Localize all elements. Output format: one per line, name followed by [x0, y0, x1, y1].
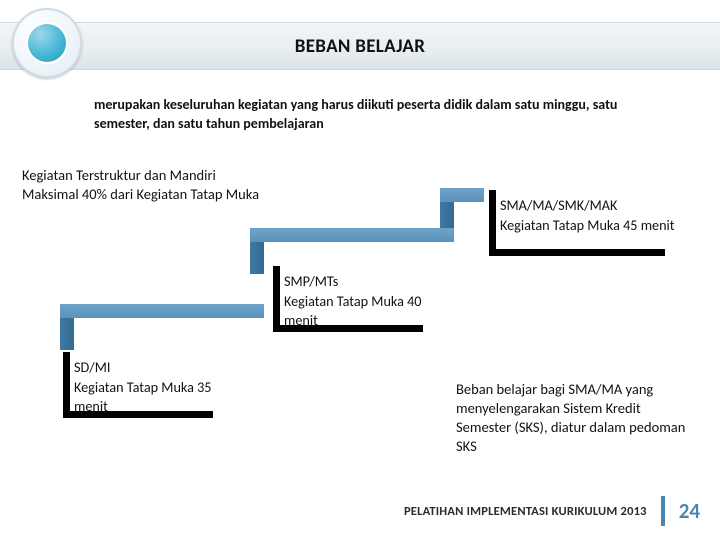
subtitle-text: merupakan keseluruhan kegiatan yang haru… — [94, 96, 654, 134]
tier-smp-body: Kegiatan Tatap Muka 40 menit — [284, 292, 422, 328]
stair-step-1 — [60, 304, 264, 350]
tier-smp-head: SMP/MTs — [284, 272, 434, 290]
tier-smp: SMP/MTs Kegiatan Tatap Muka 40 menit — [284, 272, 434, 329]
tier-sma-label: SMA/MA/SMK/MAK Kegiatan Tatap Muka 45 me… — [500, 196, 690, 235]
note-bottom: Beban belajar bagi SMA/MA yang menyeleng… — [456, 380, 696, 455]
header-bar: BEBAN BELAJAR — [0, 22, 720, 70]
tier-sma-head: SMA/MA/SMK/MAK — [500, 196, 690, 214]
footer: PELATIHAN IMPLEMENTASI KURIKULUM 2013 24 — [404, 496, 700, 526]
tier-sd: SD/MI Kegiatan Tatap Muka 35 menit — [74, 358, 224, 415]
stair-step-3 — [440, 188, 484, 234]
note-top: Kegiatan Terstruktur dan Mandiri Maksima… — [22, 166, 272, 204]
logo-inner — [25, 21, 69, 65]
tier-sma-body: Kegiatan Tatap Muka 45 menit — [500, 216, 675, 234]
tier-sma: SMA/MA/SMK/MAK Kegiatan Tatap Muka 45 me… — [500, 196, 690, 235]
page-title: BEBAN BELAJAR — [295, 35, 425, 58]
footer-text: PELATIHAN IMPLEMENTASI KURIKULUM 2013 — [404, 504, 647, 519]
tier-sd-head: SD/MI — [74, 358, 224, 376]
page-number: 24 — [679, 498, 700, 524]
logo-emblem — [12, 8, 82, 78]
stair-step-2 — [250, 228, 454, 274]
footer-divider — [661, 496, 665, 526]
tier-sd-body: Kegiatan Tatap Muka 35 menit — [74, 378, 212, 414]
tier-smp-label: SMP/MTs Kegiatan Tatap Muka 40 menit — [284, 272, 434, 329]
tier-sd-label: SD/MI Kegiatan Tatap Muka 35 menit — [74, 358, 224, 415]
